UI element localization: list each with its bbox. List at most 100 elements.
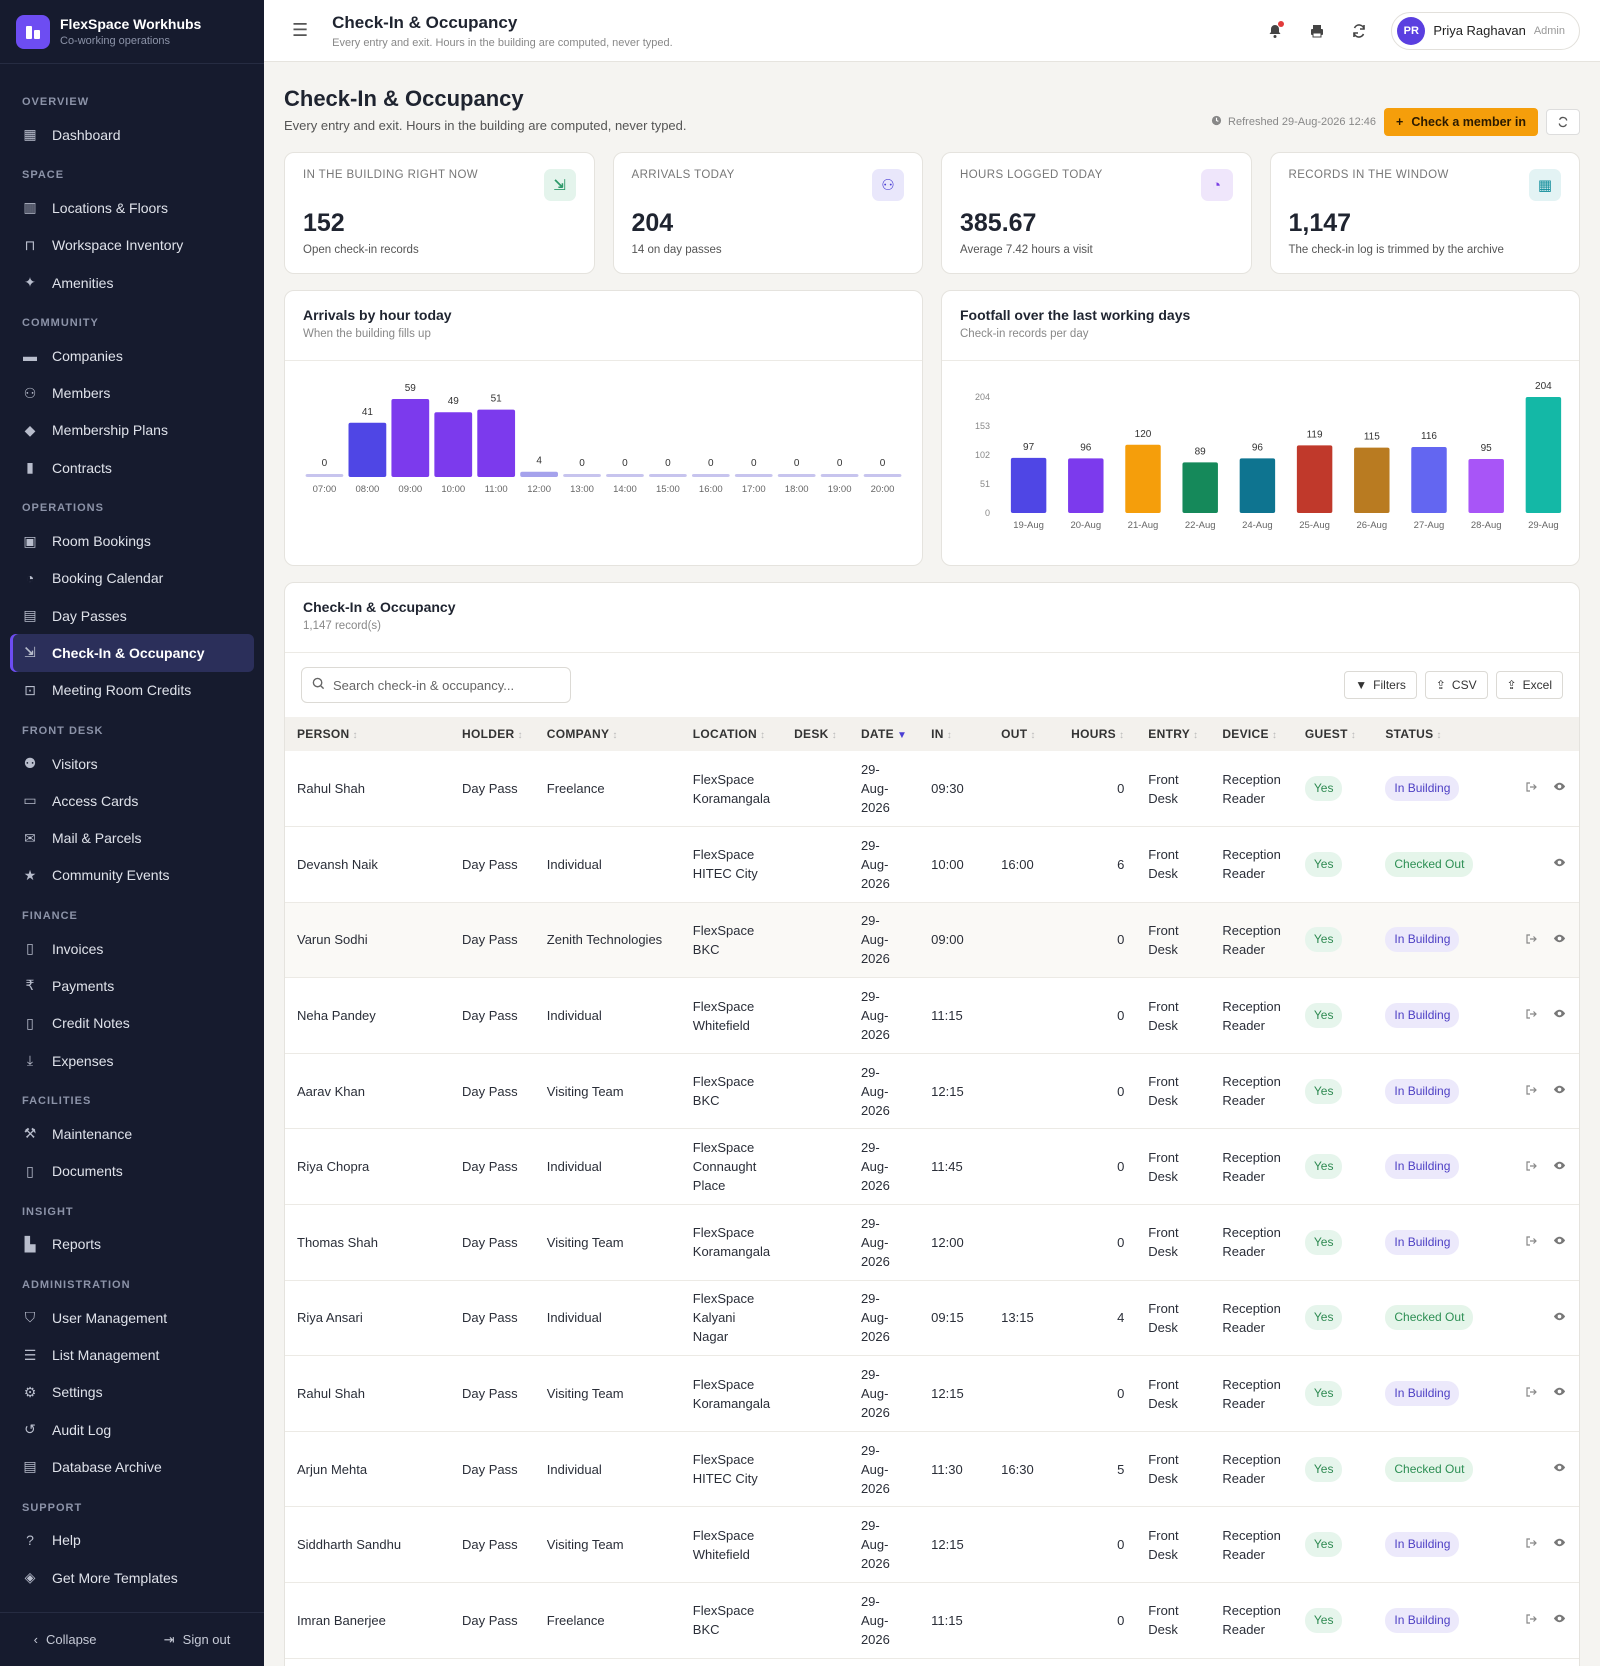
table-row[interactable]: Riya Ansari Day Pass Individual FlexSpace K… <box>285 1280 1579 1357</box>
eye-icon[interactable] <box>1551 1081 1567 1097</box>
sidebar-item-room-bookings[interactable]: ▣ Room Bookings <box>10 522 254 559</box>
brand[interactable]: FlexSpace Workhubs Co-working operations <box>0 0 264 64</box>
eye-icon[interactable] <box>1551 1384 1567 1400</box>
column-header-out[interactable]: OUT ↕ <box>989 717 1060 751</box>
menu-icon[interactable]: ☰ <box>292 20 309 40</box>
sidebar-item-label: Check-In & Occupancy <box>52 644 205 661</box>
sidebar-item-companies[interactable]: ▬ Companies <box>10 337 254 374</box>
excel-export-button[interactable]: ⇪ Excel <box>1495 671 1563 699</box>
stat-card: HOURS LOGGED TODAY 385.67 Average 7.42 h… <box>941 152 1252 274</box>
table-row[interactable]: Aarav Khan Day Pass Visiting Team FlexSpace… <box>285 1053 1579 1130</box>
check-out-icon[interactable] <box>1523 1233 1539 1249</box>
check-out-icon[interactable] <box>1523 1535 1539 1551</box>
sidebar-item-list-management[interactable]: ☰ List Management <box>10 1336 254 1373</box>
sidebar-item-maintenance[interactable]: ⚒ Maintenance <box>10 1115 254 1152</box>
table-row[interactable]: Siddharth Sandhu Day Pass Visiting Team Fle… <box>285 1506 1579 1584</box>
column-header-status[interactable]: STATUS ↕ <box>1373 717 1494 751</box>
column-header-device[interactable]: DEVICE ↕ <box>1210 717 1293 751</box>
sidebar-item-access-cards[interactable]: ▭ Access Cards <box>10 782 254 819</box>
table-row[interactable]: Neha Pandey Day Pass Individual FlexSpace W… <box>285 977 1579 1054</box>
column-header-guest[interactable]: GUEST ↕ <box>1292 717 1374 751</box>
check-out-icon[interactable] <box>1523 1082 1539 1098</box>
check-out-icon[interactable] <box>1523 1611 1539 1627</box>
column-header-in[interactable]: IN ↕ <box>919 717 990 751</box>
sidebar-item-community-events[interactable]: ★ Community Events <box>10 857 254 894</box>
sidebar-item-reports[interactable]: ▙ Reports <box>10 1226 254 1263</box>
sidebar-item-help[interactable]: ? Help <box>10 1522 254 1559</box>
column-header-hours[interactable]: HOURS ↕ <box>1059 717 1137 751</box>
eye-icon[interactable] <box>1551 779 1567 795</box>
check-out-icon[interactable] <box>1523 1384 1539 1400</box>
sidebar-item-mail-parcels[interactable]: ✉ Mail & Parcels <box>10 819 254 856</box>
column-header-desk[interactable]: DESK ↕ <box>782 717 849 751</box>
table-row[interactable]: Riya Chopra Day Pass Individual FlexSpace C… <box>285 1128 1579 1206</box>
sidebar-item-invoices[interactable]: ▯ Invoices <box>10 930 254 967</box>
reload-button[interactable] <box>1546 109 1580 135</box>
eye-icon[interactable] <box>1551 1233 1567 1249</box>
sidebar-item-audit-log[interactable]: ↺ Audit Log <box>10 1411 254 1448</box>
sidebar-item-get-more-templates[interactable]: ◈ Get More Templates <box>10 1559 254 1596</box>
sidebar-item-amenities[interactable]: ✦ Amenities <box>10 264 254 301</box>
column-header-holder[interactable]: HOLDER ↕ <box>450 717 535 751</box>
column-header-location[interactable]: LOCATION ↕ <box>680 717 783 751</box>
check-member-in-button[interactable]: + Check a member in <box>1384 108 1538 136</box>
sidebar-item-membership-plans[interactable]: ◆ Membership Plans <box>10 412 254 449</box>
check-out-icon[interactable] <box>1523 931 1539 947</box>
sidebar-item-day-passes[interactable]: ▤ Day Passes <box>10 597 254 634</box>
search-input[interactable] <box>333 677 553 693</box>
eye-icon[interactable] <box>1551 1535 1567 1551</box>
column-header-entry[interactable]: ENTRY ↕ <box>1136 717 1211 751</box>
sidebar-item-contracts[interactable]: ▮ Contracts <box>10 449 254 486</box>
sidebar-item-members[interactable]: ⚇ Members <box>10 374 254 411</box>
sidebar-item-label: Dashboard <box>52 126 121 143</box>
check-out-icon[interactable] <box>1523 1158 1539 1174</box>
eye-icon[interactable] <box>1551 1308 1567 1324</box>
sidebar-item-workspace-inventory[interactable]: ⊓ Workspace Inventory <box>10 227 254 264</box>
sign-out-button[interactable]: ⇥ Sign out <box>164 1632 231 1648</box>
sidebar-item-payments[interactable]: ₹ Payments <box>10 967 254 1004</box>
bell-icon[interactable] <box>1265 20 1285 41</box>
eye-icon[interactable] <box>1551 1611 1567 1627</box>
column-header-date[interactable]: DATE ▼ <box>848 717 920 751</box>
sidebar-item-visitors[interactable]: ⚉ Visitors <box>10 745 254 782</box>
eye-icon[interactable] <box>1551 1157 1567 1173</box>
sidebar-item-booking-calendar[interactable]: ◔ Booking Calendar <box>10 560 254 597</box>
filters-button[interactable]: ▼ Filters <box>1344 671 1417 699</box>
table-row[interactable]: Devansh Naik Day Pass Individual FlexSpace … <box>285 826 1579 903</box>
refresh-icon[interactable] <box>1349 21 1369 41</box>
sidebar-item-documents[interactable]: ▯ Documents <box>10 1153 254 1190</box>
eye-icon[interactable] <box>1551 1459 1567 1475</box>
table-row[interactable]: Rahul Shah Day Pass Visiting Team FlexSpace… <box>285 1355 1579 1432</box>
sidebar-item-user-management[interactable]: ⛉ User Management <box>10 1299 254 1336</box>
csv-export-button[interactable]: ⇪ CSV <box>1424 671 1488 699</box>
column-header-person[interactable]: PERSON ↕ <box>285 717 450 751</box>
sidebar-item-database-archive[interactable]: ▤ Database Archive <box>10 1448 254 1485</box>
cell-date: 29-Aug-2026 <box>848 1506 920 1584</box>
check-out-icon[interactable] <box>1523 1006 1539 1022</box>
eye-icon[interactable] <box>1551 855 1567 871</box>
collapse-button[interactable]: ‹ Collapse <box>34 1632 97 1647</box>
check-out-icon[interactable] <box>1523 779 1539 795</box>
search-icon <box>312 677 325 693</box>
cell-out <box>989 1204 1060 1281</box>
table-row[interactable]: Rahul Shah Day Pass Freelance FlexSpace Kor… <box>285 751 1579 828</box>
table-row[interactable]: Varun Sodhi Day Pass Zenith Technologies Fl… <box>285 902 1579 979</box>
sidebar-item-expenses[interactable]: ⤓ Expenses <box>10 1042 254 1079</box>
table-row[interactable]: Imran Banerjee Day Pass Freelance FlexSpace… <box>285 1582 1579 1659</box>
sidebar-item-credit-notes[interactable]: ▯ Credit Notes <box>10 1005 254 1042</box>
cell-actions <box>1493 826 1579 903</box>
table-row[interactable]: Thomas Shah Day Pass Visiting Team FlexSpac… <box>285 1204 1579 1281</box>
sidebar-item-dashboard[interactable]: ▦ Dashboard <box>10 116 254 153</box>
sidebar-item-locations-floors[interactable]: ▥ Locations & Floors <box>10 189 254 226</box>
sidebar-item-settings[interactable]: ⚙ Settings <box>10 1374 254 1411</box>
eye-icon[interactable] <box>1551 930 1567 946</box>
x-tick-label: 25-Aug <box>1299 520 1330 531</box>
column-header-company[interactable]: COMPANY ↕ <box>534 717 681 751</box>
clock-icon: ◔ <box>25 570 35 587</box>
table-row[interactable]: Arjun Mehta Day Pass Individual FlexSpace H… <box>285 1431 1579 1508</box>
printer-icon[interactable] <box>1307 21 1327 41</box>
sidebar-item-meeting-room-credits[interactable]: ⊡ Meeting Room Credits <box>10 672 254 709</box>
user-menu[interactable]: PR Priya Raghavan Admin <box>1391 11 1580 50</box>
sidebar-item-check-in-occupancy[interactable]: ⇲ Check-In & Occupancy <box>10 634 254 672</box>
eye-icon[interactable] <box>1551 1006 1567 1022</box>
